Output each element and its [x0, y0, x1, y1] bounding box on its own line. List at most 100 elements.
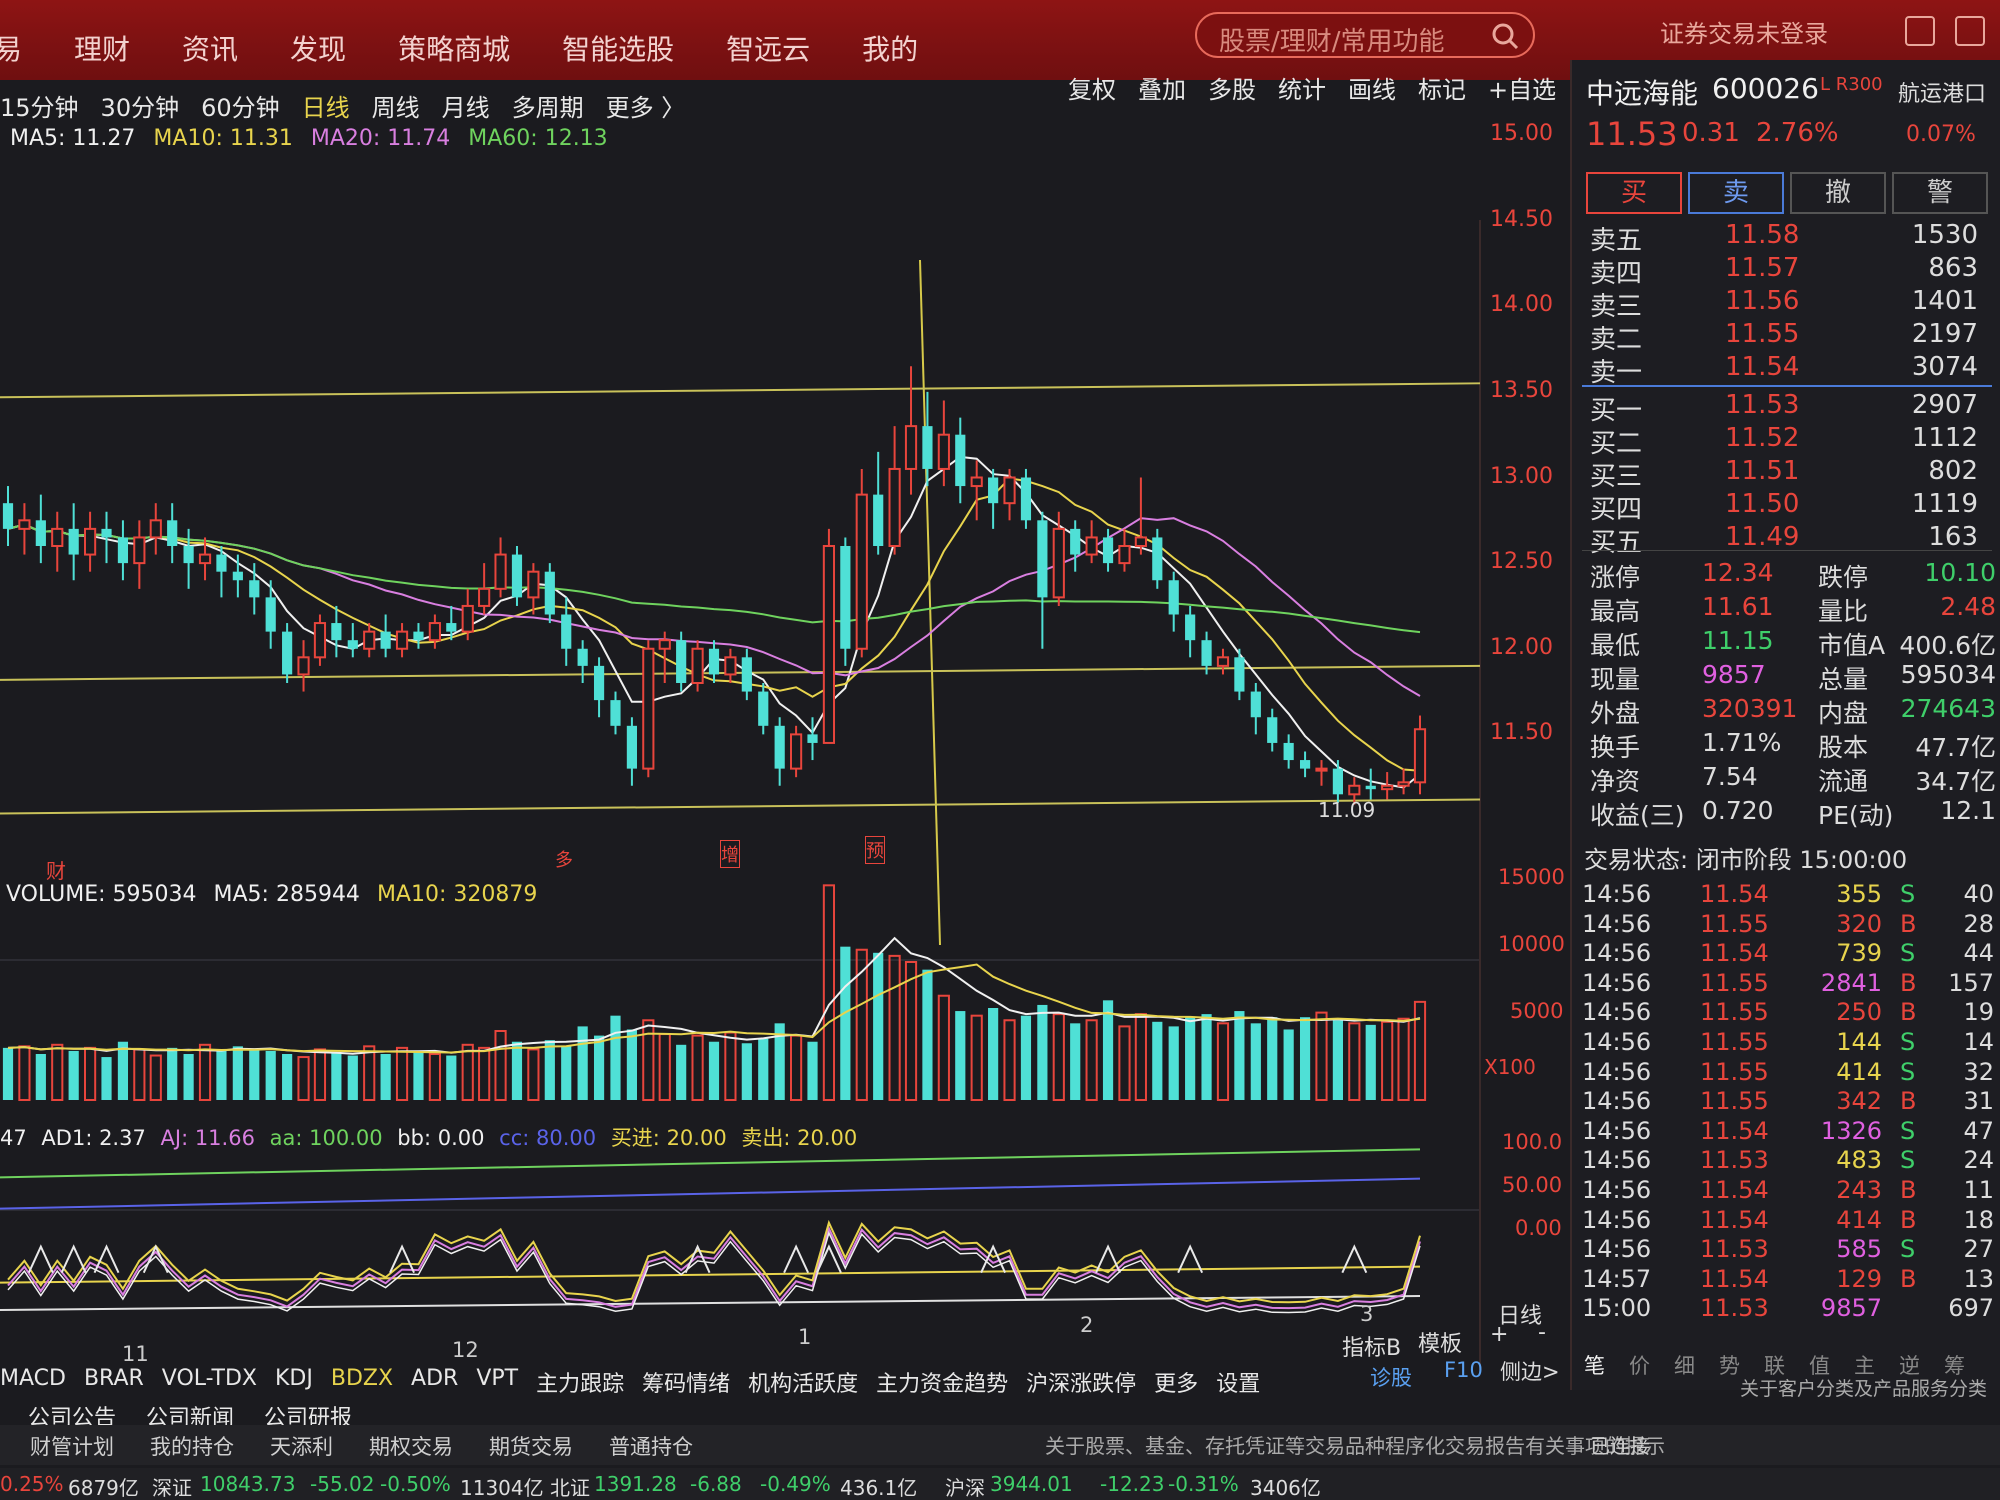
indicator-tab[interactable]: BDZX — [330, 1366, 394, 1391]
panel-tab[interactable]: 逆 — [1899, 1354, 1920, 1378]
alert-button[interactable]: 警 — [1892, 172, 1988, 214]
event-mark-multi[interactable]: 多 — [555, 850, 573, 871]
tab-weekly[interactable]: 周线 — [371, 94, 420, 122]
indicator-tab[interactable]: 沪深涨跌停 — [1026, 1372, 1137, 1397]
indicator-tab[interactable]: 机构活跃度 — [748, 1372, 859, 1397]
f10-link[interactable]: F10 — [1444, 1358, 1483, 1382]
volume-bar-down — [1037, 1004, 1048, 1100]
indicator-tab[interactable]: MACD — [0, 1366, 66, 1391]
bid-level-row[interactable]: 买一 11.53 2907 — [1590, 390, 2000, 426]
panel-tab[interactable]: 笔 — [1584, 1354, 1605, 1378]
tool-adjust[interactable]: 复权 — [1068, 76, 1116, 104]
tab-monthly[interactable]: 月线 — [441, 94, 490, 122]
sell-button[interactable]: 卖 — [1688, 172, 1784, 214]
tool-draw-line[interactable]: 画线 — [1348, 76, 1396, 104]
futures-trade-button[interactable]: 期货交易 — [489, 1435, 573, 1459]
price-axis-label: 11.50 — [1490, 720, 1553, 746]
sidebar-toggle[interactable]: 侧边> — [1500, 1360, 1560, 1384]
bz-change: -6.88 — [690, 1472, 742, 1496]
buy-button[interactable]: 买 — [1586, 172, 1682, 214]
indicator-tab[interactable]: 主力资金趋势 — [876, 1372, 1009, 1397]
nav-item-trade[interactable]: 易 — [0, 33, 23, 66]
tool-mark[interactable]: 标记 — [1418, 76, 1466, 104]
login-status[interactable]: 证券交易未登录 — [1660, 20, 1828, 48]
bid-level-row[interactable]: 买四 11.50 1119 — [1590, 489, 2000, 525]
nav-item-mine[interactable]: 我的 — [862, 33, 919, 66]
panel-tab[interactable]: 细 — [1674, 1354, 1695, 1378]
tool-overlay[interactable]: 叠加 — [1138, 76, 1186, 104]
volume-bar-down — [840, 946, 851, 1100]
tiantianli-button[interactable]: 天添利 — [270, 1435, 333, 1459]
zoom-out-button[interactable]: - — [1538, 1320, 1546, 1345]
nav-item-discover[interactable]: 发现 — [290, 33, 347, 66]
indicator-tab[interactable]: 设置 — [1216, 1372, 1261, 1397]
notice-ticker[interactable]: 关于股票、基金、存托凭证等交易品种程序化交易报告有关事项的提示 — [1045, 1434, 1665, 1458]
normal-holdings-button[interactable]: 普通持仓 — [609, 1435, 693, 1459]
options-trade-button[interactable]: 期权交易 — [369, 1435, 453, 1459]
kline-chart[interactable] — [0, 110, 1560, 1370]
panel-tab[interactable]: 筹 — [1944, 1354, 1965, 1378]
candle-body-down — [544, 571, 555, 615]
zoom-in-button[interactable]: + — [1490, 1322, 1509, 1347]
panel-tab[interactable]: 联 — [1764, 1354, 1785, 1378]
volume-bar-down — [232, 1046, 243, 1100]
ask-level-volume: 1401 — [1911, 286, 1978, 316]
tick-time: 14:56 — [1582, 909, 1652, 938]
indicator-b-button[interactable]: 指标B — [1342, 1336, 1402, 1361]
indicator-tab[interactable]: 更多 — [1154, 1372, 1199, 1397]
ask-level-row[interactable]: 卖二 11.55 2197 — [1590, 319, 2000, 355]
volume-bar-down — [265, 1050, 276, 1100]
bid-level-row[interactable]: 买五 11.49 163 — [1590, 522, 2000, 558]
nav-item-zhiyuan-cloud[interactable]: 智远云 — [726, 33, 811, 66]
ask-level-row[interactable]: 卖四 11.57 863 — [1590, 253, 2000, 289]
search-icon[interactable] — [1491, 22, 1519, 50]
tab-multi-period[interactable]: 多周期 — [511, 94, 584, 122]
panel-tab[interactable]: 值 — [1809, 1354, 1830, 1378]
panel-tab[interactable]: 势 — [1719, 1354, 1740, 1378]
panel-tab[interactable]: 价 — [1629, 1354, 1650, 1378]
indicator-tab[interactable]: BRAR — [83, 1366, 144, 1391]
indicator-tab[interactable]: 筹码情绪 — [642, 1372, 731, 1397]
diagnose-link[interactable]: 诊股 — [1370, 1366, 1412, 1390]
tick-count: 31 — [1963, 1087, 1994, 1116]
event-mark-increase[interactable]: 增 — [720, 840, 740, 868]
trade-window-icon[interactable] — [1905, 16, 1935, 46]
event-mark-finance[interactable]: 财 — [46, 859, 66, 883]
nav-item-strategy-mall[interactable]: 策略商城 — [398, 33, 511, 66]
event-mark-forecast[interactable]: 预 — [865, 836, 885, 864]
ask-level-row[interactable]: 卖五 11.58 1530 — [1590, 220, 2000, 256]
indicator-tab[interactable]: KDJ — [275, 1366, 313, 1391]
panel-tab[interactable]: 主 — [1854, 1354, 1875, 1378]
layout-icon[interactable] — [1955, 16, 1985, 46]
indicator-tab[interactable]: ADR — [411, 1366, 459, 1391]
sector-name[interactable]: 航运港口 — [1898, 82, 1987, 107]
indicator-tab[interactable]: 主力跟踪 — [536, 1372, 625, 1397]
tool-multi-stock[interactable]: 多股 — [1208, 76, 1256, 104]
ask-level-row[interactable]: 卖一 11.54 3074 — [1590, 352, 2000, 388]
my-holdings-button[interactable]: 我的持仓 — [150, 1435, 234, 1459]
nav-item-finance[interactable]: 理财 — [74, 33, 131, 66]
tab-30min[interactable]: 30分钟 — [100, 94, 180, 122]
notice-right[interactable]: 关于客户分类及产品服务分类 — [1740, 1378, 1988, 1400]
indicator-legend: 47 AD1: 2.37 AJ: 11.66 aa: 100.00 bb: 0.… — [0, 1122, 857, 1152]
candle-body-down — [183, 546, 194, 564]
indicator-tab[interactable]: VPT — [476, 1366, 519, 1391]
tab-15min[interactable]: 15分钟 — [0, 94, 79, 122]
template-button[interactable]: 模板 — [1418, 1332, 1463, 1357]
search-box[interactable]: 股票/理财/常用功能 — [1195, 12, 1535, 58]
tool-add-watchlist[interactable]: +自选 — [1488, 76, 1557, 104]
search-input[interactable]: 股票/理财/常用功能 — [1219, 27, 1445, 57]
bid-level-row[interactable]: 买二 11.52 1112 — [1590, 423, 2000, 459]
tool-stats[interactable]: 统计 — [1278, 76, 1326, 104]
indicator-tab[interactable]: VOL-TDX — [161, 1366, 257, 1391]
nav-item-smart-picker[interactable]: 智能选股 — [562, 33, 675, 66]
tab-daily[interactable]: 日线 — [301, 94, 350, 122]
tick-row: 14:56 11.55 342 B 31 — [1582, 1087, 2000, 1117]
nav-item-news[interactable]: 资讯 — [182, 33, 239, 66]
finance-plan-button[interactable]: 财管计划 — [30, 1435, 114, 1459]
tab-60min[interactable]: 60分钟 — [201, 94, 280, 122]
ask-level-row[interactable]: 卖三 11.56 1401 — [1590, 286, 2000, 322]
bid-level-row[interactable]: 买三 11.51 802 — [1590, 456, 2000, 492]
cancel-order-button[interactable]: 撤 — [1790, 172, 1886, 214]
tab-more[interactable]: 更多 〉 — [605, 94, 686, 122]
